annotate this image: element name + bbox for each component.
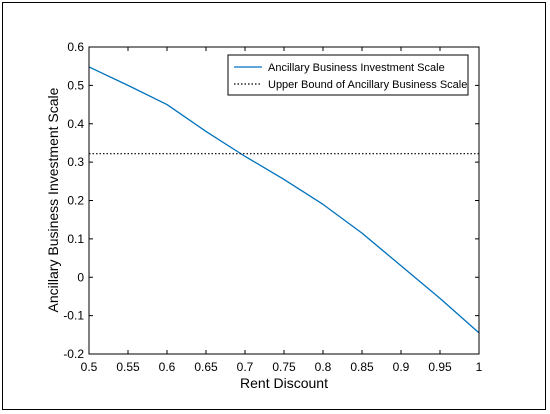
y-tick-label: 0.4 [67,117,84,131]
y-tick-label: 0.5 [67,78,84,92]
legend-box [227,54,469,96]
legend-label-series-1: Ancillary Business Investment Scale [268,62,445,74]
x-tick-label: 0.6 [159,360,176,374]
x-tick-label: 0.65 [194,360,218,374]
legend-label-series-2: Upper Bound of Ancillary Business Scale [268,79,467,91]
y-tick-label: 0 [77,270,84,284]
y-tick-label: 0.6 [67,40,84,54]
y-tick-label: -0.2 [63,347,84,361]
x-tick-label: 0.55 [116,360,140,374]
x-tick-label: 1 [476,360,483,374]
y-axis-title: Ancillary Business Investment Scale [45,87,61,312]
y-tick-label: 0.1 [67,232,84,246]
ticks-layer: 0.5 0.55 0.6 0.65 0.7 0.75 0.8 0.85 0.9 0.95 1 -0.2… [63,40,482,374]
series-line-1 [88,66,480,334]
x-tick-label: 0.5 [81,360,98,374]
x-tick-label: 0.75 [272,360,296,374]
y-tick-label: 0.3 [67,155,84,169]
x-tick-label: 0.95 [428,360,452,374]
x-tick-label: 0.9 [393,360,410,374]
x-tick-label: 0.8 [315,360,332,374]
x-axis-title: Rent Discount [240,375,328,391]
series-layer [88,66,480,334]
y-tick-label: 0.2 [67,194,84,208]
y-tick-label: -0.1 [63,309,84,323]
x-tick-label: 0.7 [237,360,254,374]
x-tick-label: 0.85 [350,360,374,374]
legend: Ancillary Business Investment Scale Uppe… [227,54,469,96]
